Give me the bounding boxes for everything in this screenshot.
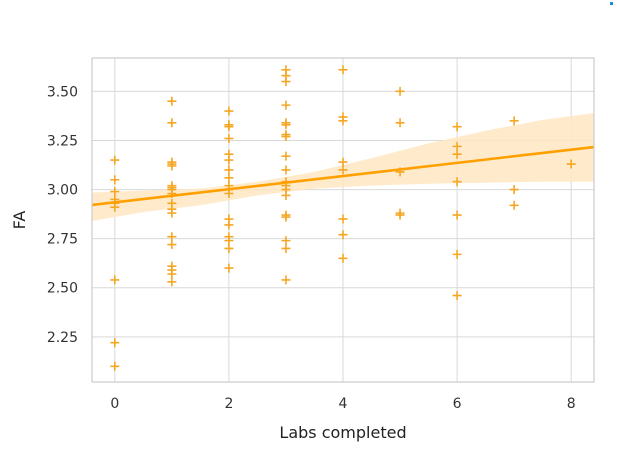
data-point [167,232,177,242]
data-point [224,236,234,246]
data-point [281,151,291,161]
x-tick-label: 4 [339,396,348,412]
data-point [224,243,234,253]
data-point [224,122,234,132]
y-tick-label: 2.25 [47,330,78,346]
corner-dot [610,2,613,5]
data-point [452,210,462,220]
data-point [338,253,348,263]
data-point [281,77,291,87]
data-point [281,236,291,246]
data-point [452,122,462,132]
data-point [281,243,291,253]
data-point [167,240,177,250]
data-point [452,149,462,159]
x-tick-label: 6 [453,396,462,412]
data-point [167,269,177,279]
data-point [110,361,120,371]
data-point [224,134,234,144]
data-point [281,132,291,142]
data-point [452,249,462,259]
data-point [566,159,576,169]
data-point [281,212,291,222]
data-point [167,208,177,218]
data-point [395,210,405,220]
data-point [110,202,120,212]
x-tick-labels: 0 2 4 6 8 [110,396,575,412]
x-tick-label: 8 [567,396,576,412]
data-point [509,116,519,126]
data-point [281,165,291,175]
plot-frame [91,57,595,383]
x-tick-label: 0 [110,396,119,412]
data-point [395,86,405,96]
data-point [338,230,348,240]
regression-line [91,145,595,207]
data-point [395,118,405,128]
x-axis-title: Labs completed [279,423,406,442]
data-point [167,118,177,128]
data-point [338,157,348,167]
y-tick-label: 3.00 [47,183,78,199]
data-point [167,161,177,171]
data-point [224,188,234,198]
data-point [224,220,234,230]
data-point [224,155,234,165]
data-point [224,165,234,175]
data-point [338,165,348,175]
data-point [224,263,234,273]
x-tick-label: 2 [224,396,233,412]
data-point [110,175,120,185]
data-point [110,155,120,165]
data-point [338,65,348,75]
data-point [281,275,291,285]
data-point [281,100,291,110]
data-point [509,200,519,210]
data-point [452,291,462,301]
data-point [452,177,462,187]
data-point [452,141,462,151]
y-tick-label: 3.50 [47,84,78,100]
data-point [167,96,177,106]
y-tick-label: 3.25 [47,133,78,149]
data-point [338,214,348,224]
data-point [281,190,291,200]
data-point [281,120,291,130]
data-point [224,173,234,183]
data-point [224,106,234,116]
data-point [167,277,177,287]
data-point [338,116,348,126]
y-tick-label: 2.75 [47,232,78,248]
y-axis-title: FA [10,211,29,230]
data-point [110,338,120,348]
data-point [110,187,120,197]
y-tick-label: 2.50 [47,281,78,297]
y-tick-labels: 2.25 2.50 2.75 3.00 3.25 3.50 [47,84,78,345]
data-point [110,275,120,285]
data-point [509,185,519,195]
